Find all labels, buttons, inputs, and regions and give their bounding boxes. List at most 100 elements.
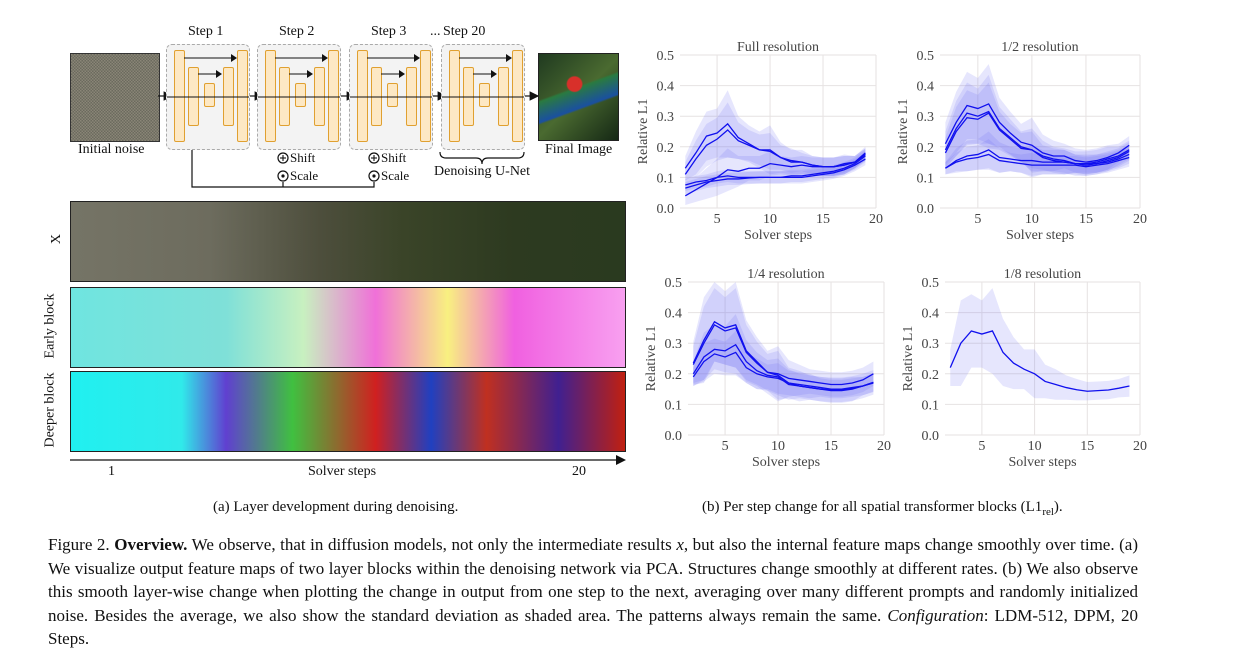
- chart-title: 1/2 resolution: [1001, 40, 1078, 55]
- subcaption-b-text: (b) Per step change for all spatial tran…: [702, 499, 1043, 515]
- strip-deeper-block: [70, 371, 626, 452]
- step-label: Step 2: [279, 24, 315, 39]
- caption-text-2: , but also the internal feature maps cha…: [48, 535, 1139, 625]
- std-band: [945, 64, 1130, 175]
- std-band: [950, 288, 1130, 401]
- subcaption-b-sub: rel: [1042, 506, 1054, 518]
- unet-step-box: [349, 44, 433, 150]
- y-axis-label: Relative L1: [644, 326, 659, 392]
- y-tick-label: 0.0: [917, 202, 935, 217]
- std-band: [693, 282, 874, 402]
- std-band: [685, 102, 866, 187]
- final-image-label: Final Image: [545, 142, 613, 157]
- x-tick-label: 10: [1028, 439, 1042, 454]
- std-band: [685, 148, 866, 205]
- y-tick-label: 0.4: [917, 80, 935, 95]
- std-band: [685, 90, 866, 181]
- x-axis-label: Solver steps: [752, 455, 820, 470]
- unet-layer-block: [204, 83, 215, 107]
- y-axis-label: Relative L1: [896, 99, 911, 165]
- std-band: [945, 139, 1130, 178]
- unet-layer-block: [328, 50, 339, 142]
- caption-config-label: Configuration: [887, 605, 984, 625]
- step-label: Step 20: [443, 24, 486, 39]
- charts-panel: 5 10 15 20 0.0 0.1 0.2 0.3 0.4 0.5 Full resolution…: [636, 40, 1147, 470]
- y-tick-label: 0.1: [922, 398, 940, 413]
- initial-noise-label: Initial noise: [78, 142, 145, 157]
- unet-layer-block: [512, 50, 523, 142]
- skip-connection-arrows: [167, 54, 249, 98]
- strip-x: [70, 201, 626, 282]
- y-tick-label: 0.3: [917, 110, 935, 125]
- std-band: [685, 149, 866, 192]
- caption-text-1: We observe, that in diffusion models, no…: [187, 535, 677, 554]
- x-tick-label: 20: [1133, 439, 1147, 454]
- y-tick-label: 0.2: [665, 368, 683, 383]
- chart-title: 1/4 resolution: [747, 267, 824, 282]
- unet-step-box: [441, 44, 525, 150]
- std-band: [685, 152, 866, 195]
- step-label: Step 1: [188, 24, 224, 39]
- skip-connection-arrows: [258, 54, 340, 98]
- unet-layer-block: [237, 50, 248, 142]
- y-tick-label: 0.0: [657, 202, 675, 217]
- y-tick-label: 0.5: [917, 49, 935, 64]
- unet-layer-block: [295, 83, 306, 107]
- std-band: [945, 74, 1130, 176]
- ellipsis: ...: [430, 24, 441, 39]
- x-tick-label: 10: [771, 439, 785, 454]
- unet-layer-block: [174, 50, 185, 142]
- shift-label-2: Shift: [381, 150, 407, 165]
- x-axis-label: Solver steps: [1006, 228, 1074, 243]
- caption-fig-number: Figure 2.: [48, 535, 110, 554]
- unet-layer-block: [265, 50, 276, 142]
- chart-0: 5 10 15 20 0.0 0.1 0.2 0.3 0.4 0.5 Full resolution…: [636, 40, 883, 243]
- x-tick-label: 10: [1025, 212, 1039, 227]
- series-line: [945, 153, 1130, 169]
- y-axis-label: Relative L1: [636, 99, 651, 165]
- x-tick-label: 15: [824, 439, 838, 454]
- series-line: [685, 158, 866, 189]
- y-tick-label: 0.1: [917, 171, 935, 186]
- scale-label-1: Scale: [290, 168, 319, 183]
- y-tick-label: 0.1: [657, 171, 675, 186]
- x-tick-label: 15: [1079, 212, 1093, 227]
- diagram-connectors: [158, 91, 540, 188]
- x-tick-label: 5: [974, 212, 981, 227]
- x-tick-label: 5: [714, 212, 721, 227]
- series-line: [692, 323, 874, 391]
- series-line: [944, 103, 1130, 163]
- strip-axis-end: 20: [572, 464, 586, 479]
- unet-layer-block: [479, 83, 490, 107]
- subcaption-b: (b) Per step change for all spatial tran…: [702, 499, 1063, 518]
- y-tick-label: 0.2: [657, 141, 675, 156]
- y-tick-label: 0.5: [657, 49, 675, 64]
- y-tick-label: 0.4: [657, 80, 675, 95]
- strip-axis-start: 1: [108, 464, 115, 479]
- x-tick-label: 5: [722, 439, 729, 454]
- step-label: Step 3: [371, 24, 407, 39]
- series-line: [692, 320, 874, 386]
- x-tick-label: 15: [816, 212, 830, 227]
- y-tick-label: 0.3: [922, 337, 940, 352]
- subcaption-a: (a) Layer development during denoising.: [213, 499, 459, 515]
- caption-text-3: : LDM-512, DPM, 20 Steps.: [48, 605, 1138, 649]
- unet-layer-block: [357, 50, 368, 142]
- chart-3: 5 10 15 20 0.0 0.1 0.2 0.3 0.4 0.5 1/8 resolution S…: [901, 267, 1147, 470]
- subcaption-b-suffix: ).: [1053, 499, 1063, 515]
- y-tick-label: 0.2: [917, 141, 935, 156]
- unet-step-box: [257, 44, 341, 150]
- y-tick-label: 0.4: [665, 307, 683, 322]
- unet-layer-block: [420, 50, 431, 142]
- unet-layer-block: [387, 83, 398, 107]
- x-axis-label: Solver steps: [744, 228, 812, 243]
- x-tick-label: 20: [1133, 212, 1147, 227]
- skip-connection-arrows: [442, 54, 524, 98]
- chart-2: 5 10 15 20 0.0 0.1 0.2 0.3 0.4 0.5 1/4 resolution S…: [644, 267, 891, 470]
- y-tick-label: 0.2: [922, 368, 940, 383]
- series-line: [949, 330, 1130, 392]
- x-tick-label: 5: [978, 439, 985, 454]
- x-tick-label: 20: [877, 439, 891, 454]
- chart-1: 5 10 15 20 0.0 0.1 0.2 0.3 0.4 0.5 1/2 resolution S…: [896, 40, 1147, 243]
- std-band: [945, 82, 1130, 175]
